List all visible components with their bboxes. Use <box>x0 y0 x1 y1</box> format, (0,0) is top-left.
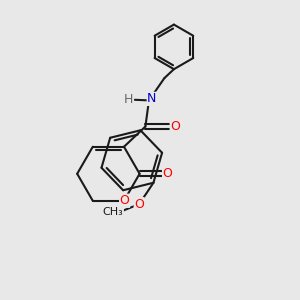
Text: N: N <box>147 92 157 105</box>
Text: O: O <box>120 194 130 207</box>
Text: O: O <box>134 198 144 211</box>
Text: O: O <box>163 167 172 180</box>
Text: O: O <box>170 120 180 133</box>
Text: H: H <box>124 93 134 106</box>
Text: CH₃: CH₃ <box>103 208 123 218</box>
